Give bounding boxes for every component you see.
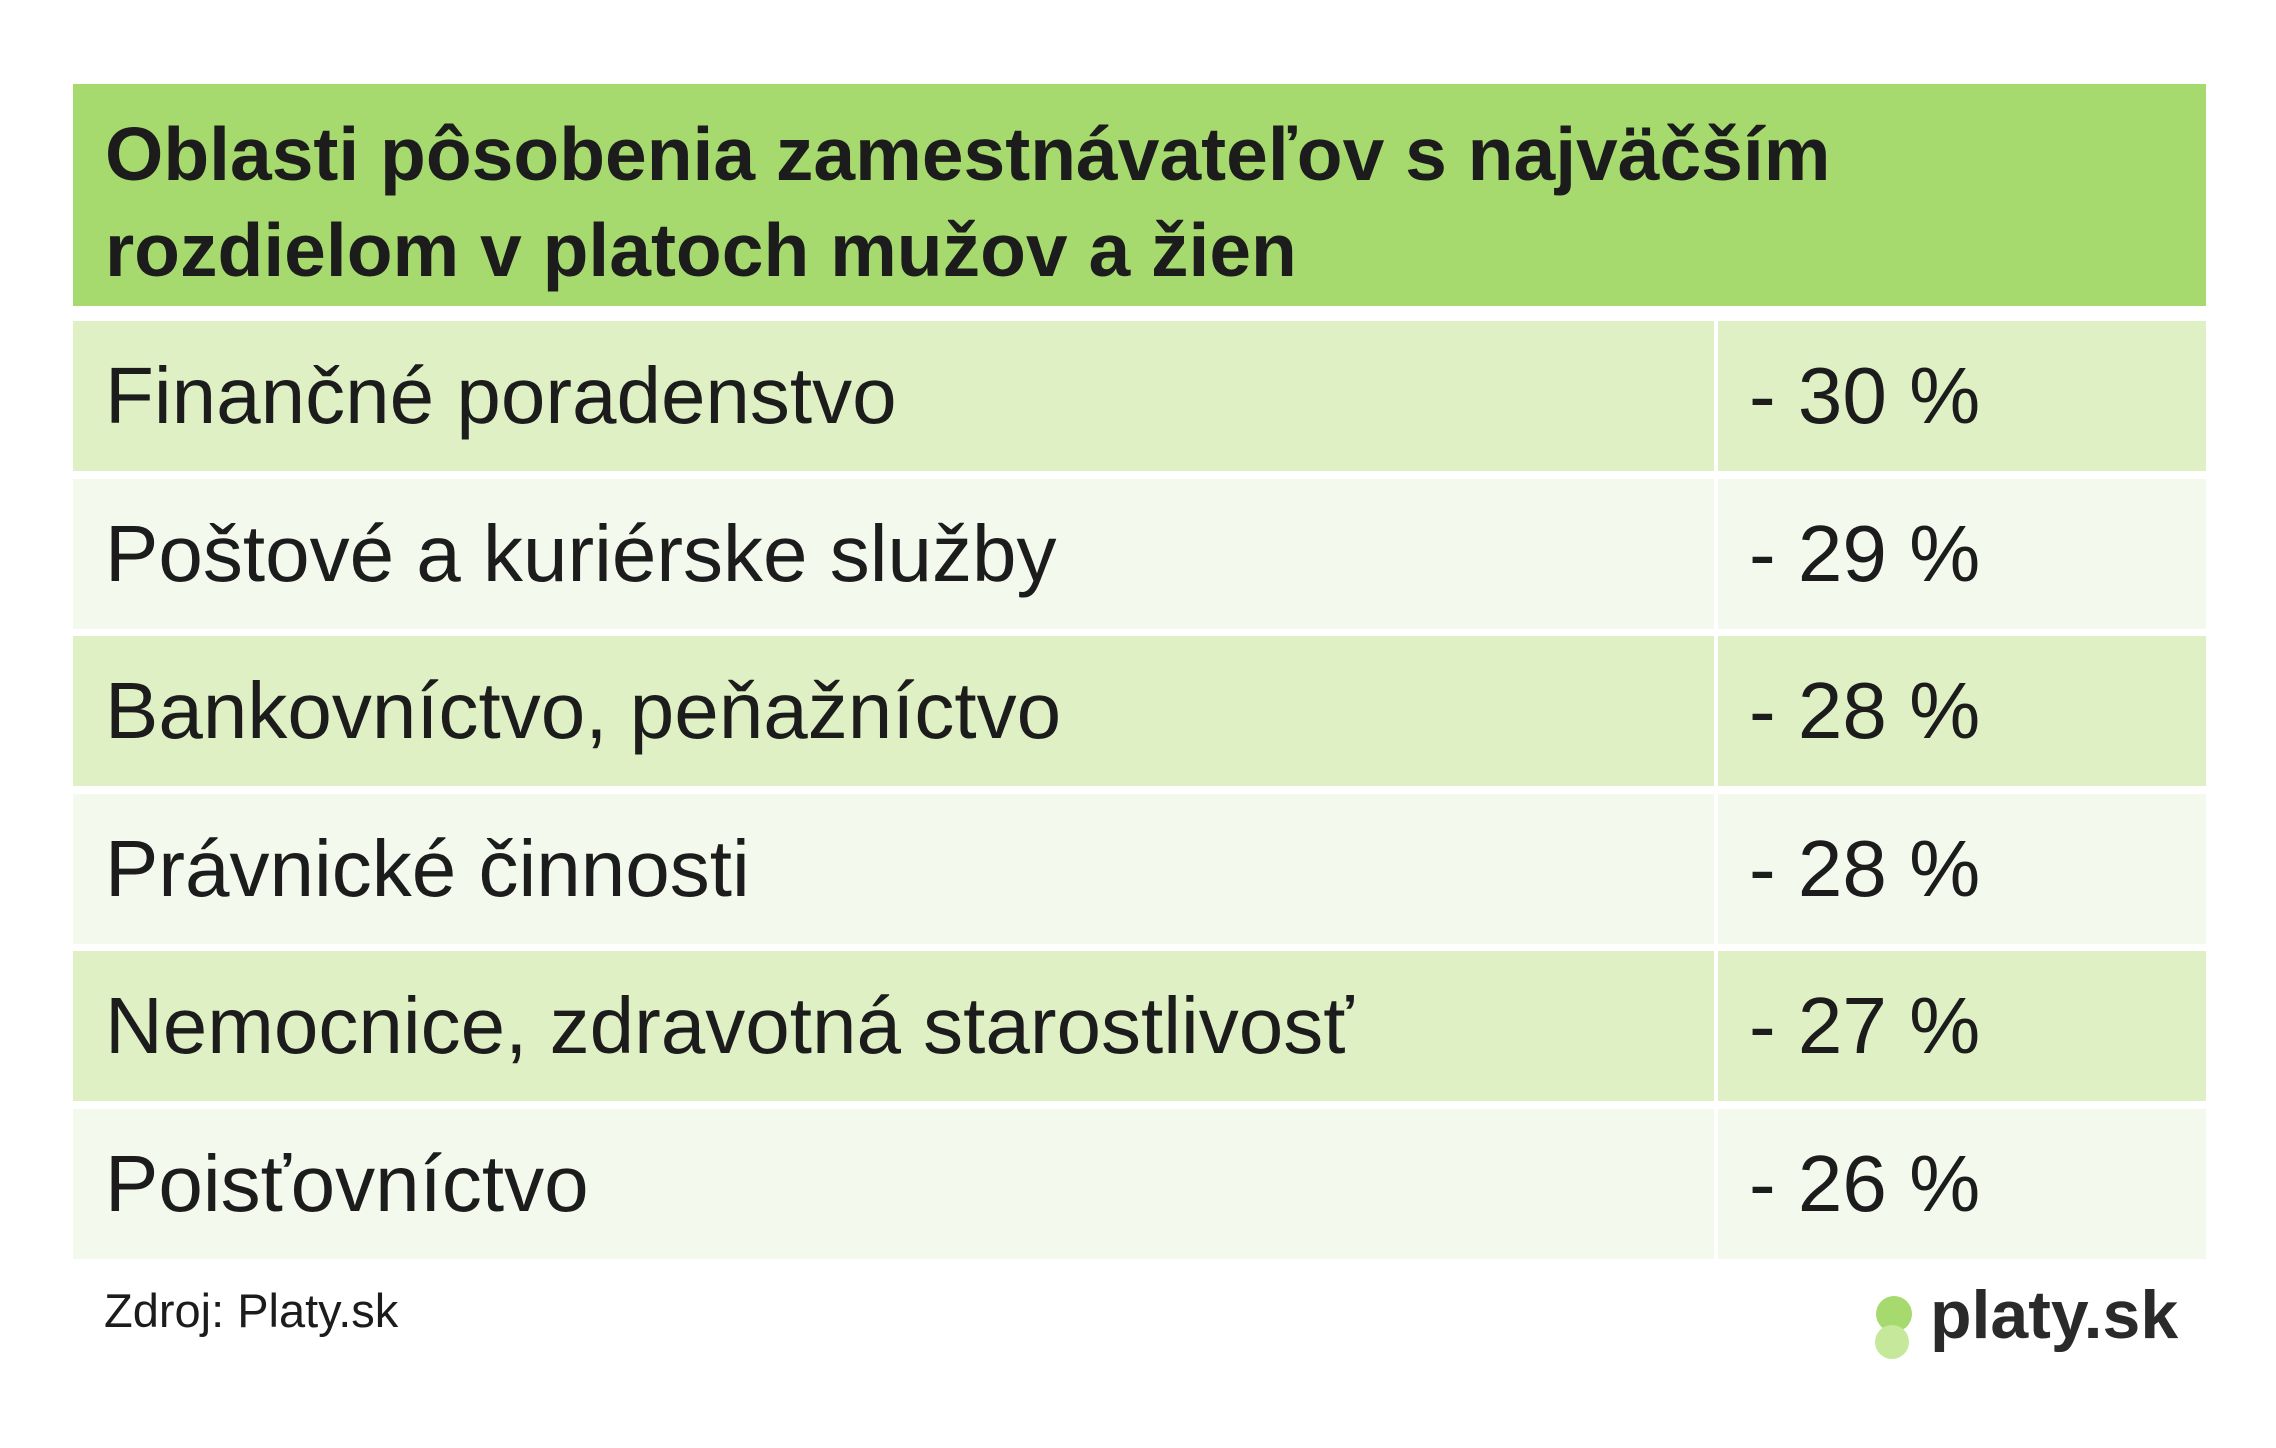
- label-cell: Poisťovníctvo: [73, 1108, 1714, 1259]
- label-cell: Poštové a kuriérske služby: [73, 478, 1714, 629]
- table-row: Bankovníctvo, peňažníctvo - 28 %: [73, 636, 2206, 786]
- logo-dot: [1875, 1325, 1909, 1359]
- table-row: Poisťovníctvo - 26 %: [73, 1108, 2206, 1259]
- header: Oblasti pôsobenia zamestnávateľov s najv…: [73, 84, 2206, 306]
- label-cell: Bankovníctvo, peňažníctvo: [73, 636, 1714, 786]
- value-cell: - 29 %: [1718, 478, 2206, 629]
- table-row: Právnické činnosti - 28 %: [73, 793, 2206, 944]
- value-cell: - 28 %: [1718, 636, 2206, 786]
- logo: platy.sk: [1868, 1270, 2188, 1370]
- label-cell: Finančné poradenstvo: [73, 321, 1714, 471]
- logo-text: platy.sk: [1930, 1277, 2179, 1353]
- value-cell: - 26 %: [1718, 1108, 2206, 1259]
- title-line: Oblasti pôsobenia zamestnávateľov s najv…: [105, 112, 1831, 196]
- source: Zdroj: Platy.sk: [104, 1284, 399, 1337]
- logo-icon: [1875, 1296, 1912, 1359]
- value-cell: - 28 %: [1718, 793, 2206, 944]
- table-row: Nemocnice, zdravotná starostlivosť - 27 %: [73, 951, 2206, 1101]
- label-cell: Nemocnice, zdravotná starostlivosť: [73, 951, 1714, 1101]
- label-cell: Právnické činnosti: [73, 793, 1714, 944]
- value-cell: - 30 %: [1718, 321, 2206, 471]
- title-line: rozdielom v platoch mužov a žien: [105, 208, 1297, 292]
- table-row: Finančné poradenstvo - 30 %: [73, 321, 2206, 471]
- logo-dot: [1876, 1296, 1912, 1332]
- value-cell: - 27 %: [1718, 951, 2206, 1101]
- table-row: Poštové a kuriérske služby - 29 %: [73, 478, 2206, 629]
